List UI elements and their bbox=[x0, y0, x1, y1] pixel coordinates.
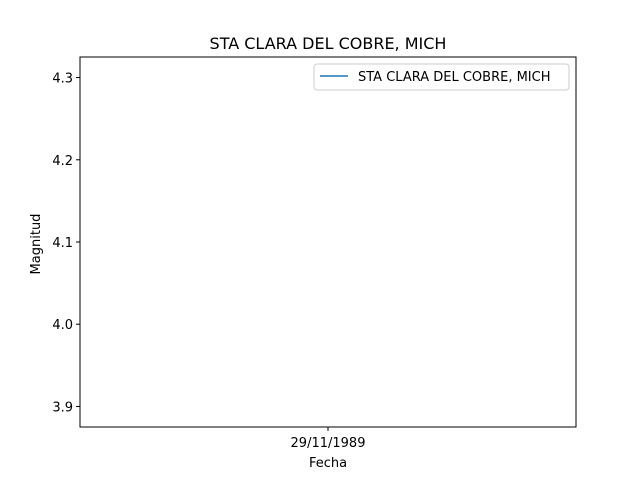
y-tick-label: 4.0 bbox=[52, 318, 73, 333]
y-tick-label: 3.9 bbox=[52, 400, 73, 415]
x-tick-label: 29/11/1989 bbox=[291, 436, 366, 451]
chart-title: STA CLARA DEL COBRE, MICH bbox=[210, 34, 447, 53]
legend: STA CLARA DEL COBRE, MICH bbox=[313, 63, 570, 91]
y-axis-label: Magnitud bbox=[29, 214, 44, 275]
y-tick-label: 4.2 bbox=[52, 154, 73, 169]
y-axis: 3.9 4.0 4.1 4.2 4.3 bbox=[52, 72, 80, 415]
x-axis: 29/11/1989 bbox=[291, 427, 366, 451]
y-tick-label: 4.3 bbox=[52, 72, 73, 87]
x-axis-label: Fecha bbox=[309, 456, 347, 471]
legend-box bbox=[313, 63, 570, 91]
y-tick-label: 4.1 bbox=[52, 236, 73, 251]
plot-area bbox=[79, 56, 577, 428]
legend-label: STA CLARA DEL COBRE, MICH bbox=[358, 70, 551, 85]
